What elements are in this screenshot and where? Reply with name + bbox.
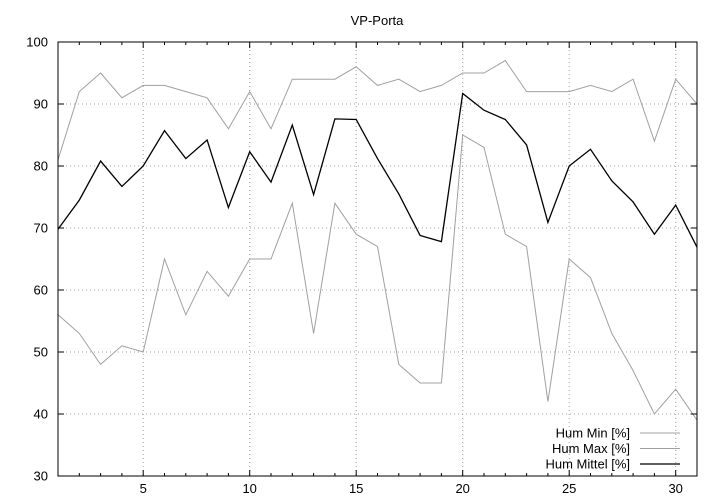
x-tick-label-10: 10: [242, 481, 256, 496]
x-tick-label-20: 20: [455, 481, 469, 496]
x-tick-label-30: 30: [668, 481, 682, 496]
legend-label-2: Hum Mittel [%]: [545, 457, 630, 472]
axes: 30 40 50 60 70 80 90 100 5 10 15 20 25 30: [26, 35, 698, 496]
y-tick-label-60: 60: [34, 283, 48, 298]
legend-label-1: Hum Max [%]: [552, 441, 630, 456]
y-tick-label-50: 50: [34, 345, 48, 360]
series-line-hum-max: [57, 59, 698, 160]
y-tick-label-80: 80: [34, 159, 48, 174]
legend-label-0: Hum Min [%]: [556, 426, 630, 441]
y-tick-label-70: 70: [34, 221, 48, 236]
y-tick-label-40: 40: [34, 407, 48, 422]
x-tick-label-15: 15: [349, 481, 363, 496]
legend: Hum Min [%]Hum Max [%]Hum Mittel [%]: [545, 426, 680, 472]
y-tick-label-90: 90: [34, 97, 48, 112]
x-tick-label-5: 5: [140, 481, 147, 496]
series-line-hum-min: [57, 134, 698, 421]
x-tick-label-25: 25: [562, 481, 576, 496]
series-line-hum-mittel: [57, 92, 698, 248]
series-lines: [57, 59, 698, 421]
chart-title: VP-Porta: [351, 13, 405, 28]
plot-frame: [57, 41, 698, 477]
y-tick-label-100: 100: [26, 35, 48, 50]
y-tick-label-30: 30: [34, 469, 48, 484]
grid: [58, 42, 697, 476]
